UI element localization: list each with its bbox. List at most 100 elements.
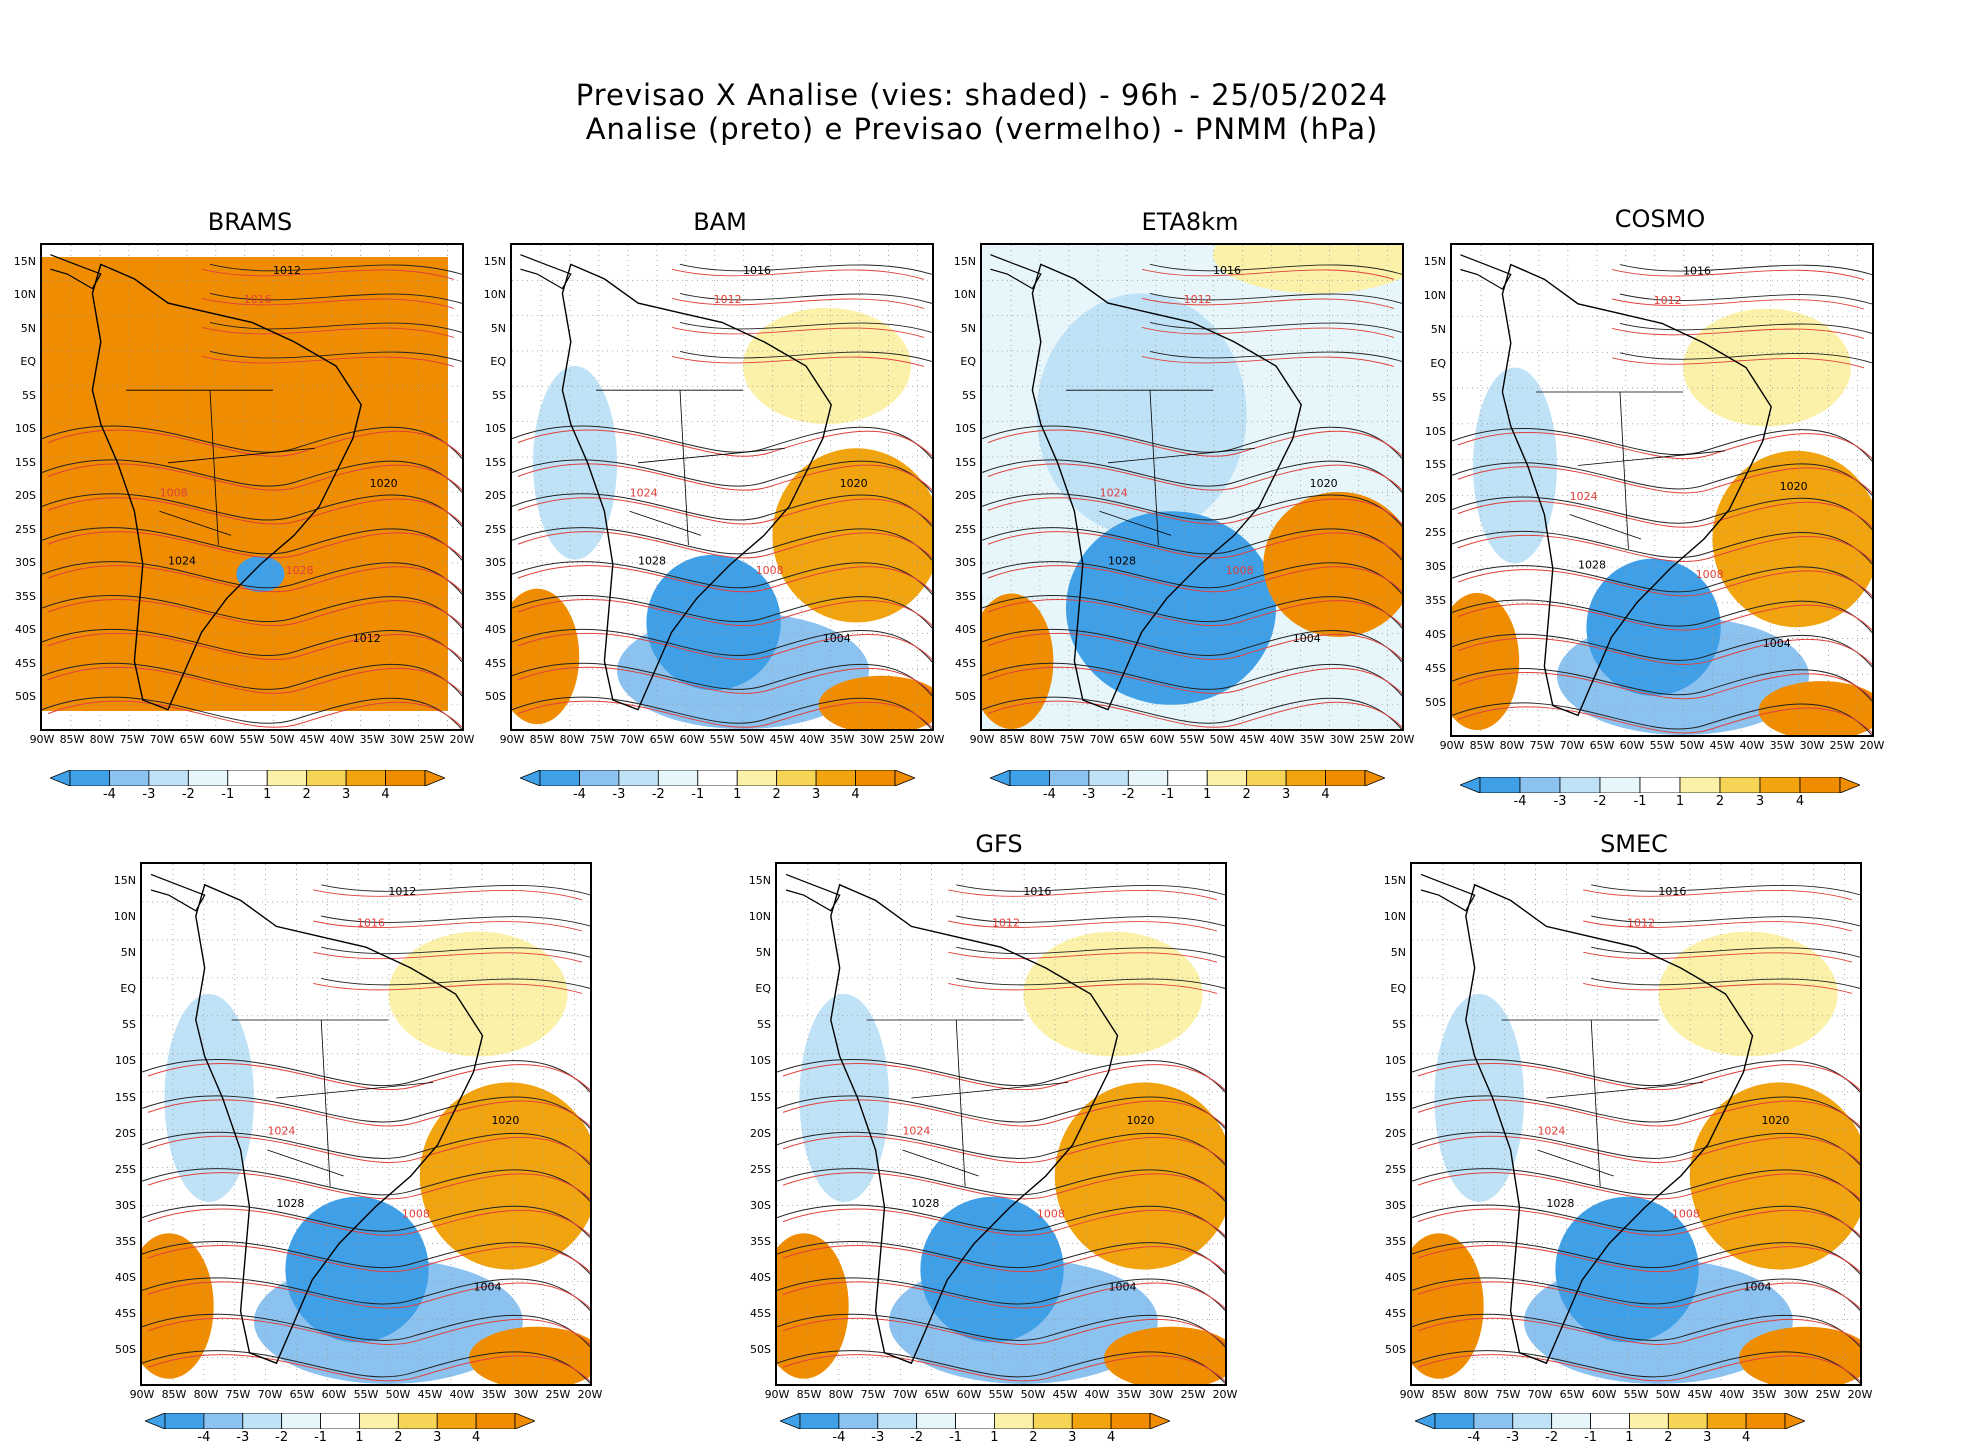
- isobar-analysis: [777, 1058, 1225, 1093]
- lat-tick-label: EQ: [755, 982, 771, 996]
- isobar-forecast: [47, 598, 462, 627]
- isobar-analysis: [42, 425, 462, 459]
- lon-tick-label: 90W: [764, 1388, 790, 1401]
- isobar-forecast: [782, 1244, 1225, 1273]
- colorbar-wrap: [518, 769, 917, 790]
- isobar-forecast: [147, 1208, 590, 1237]
- isobar-forecast: [671, 297, 925, 309]
- lon-tick-label: 25W: [1815, 1388, 1841, 1401]
- isobar-label: 1028: [276, 1197, 304, 1210]
- isobar-forecast: [1141, 268, 1395, 280]
- isobar-forecast: [987, 632, 1402, 661]
- lon-tick-label: 90W: [969, 733, 995, 746]
- colorbar-segment: [345, 769, 386, 787]
- isobar-forecast: [517, 598, 932, 627]
- lon-tick-label: 70W: [257, 1388, 283, 1401]
- lon-tick-label: 75W: [1495, 1388, 1521, 1401]
- lat-tick-label: 25S: [750, 1162, 771, 1176]
- isobar-forecast: [47, 700, 462, 729]
- colorbar-segment: [187, 769, 229, 787]
- isobar-analysis: [1149, 292, 1402, 304]
- country-border: [1590, 1019, 1601, 1187]
- lat-tick-label: 5N: [1390, 946, 1406, 960]
- lat-tick-label: 5S: [122, 1018, 136, 1032]
- central-america-coastline: [150, 873, 206, 912]
- lat-tick-label: 10N: [748, 910, 771, 924]
- isobar-forecast: [782, 1099, 1225, 1128]
- isobar-forecast: [1457, 534, 1872, 563]
- lon-tick-label: 20W: [1847, 1388, 1873, 1401]
- isobar-analysis: [1149, 263, 1402, 275]
- lon-tick-label: 75W: [225, 1388, 251, 1401]
- lon-tick-label: 45W: [1052, 1388, 1078, 1401]
- isobar-forecast: [313, 920, 583, 932]
- isobar-label: 1012: [714, 293, 742, 306]
- colorbar-segment: [618, 769, 659, 787]
- lon-tick-label: 80W: [1029, 733, 1055, 746]
- colorbar-segment: [436, 1412, 477, 1430]
- negative-bias-area: [920, 1196, 1064, 1343]
- lat-tick-label: 15S: [485, 455, 506, 469]
- isobar-forecast: [1417, 1244, 1860, 1273]
- isobar-forecast: [1417, 1135, 1860, 1164]
- lon-tick-label: 20W: [449, 733, 475, 746]
- isobar-analysis: [42, 527, 462, 561]
- colorbar-segment: [320, 1412, 360, 1430]
- colorbar-segment: [1639, 776, 1681, 794]
- isobar-analysis: [142, 1204, 590, 1238]
- isobar-forecast: [47, 497, 462, 525]
- isobar-forecast: [1457, 637, 1872, 666]
- isobar-forecast: [517, 565, 932, 593]
- lat-tick-label: 15N: [483, 255, 506, 268]
- lon-tick-label: 55W: [239, 733, 265, 746]
- isobar-forecast: [147, 1354, 590, 1383]
- colorbar-label: 2: [772, 787, 781, 802]
- isobar-forecast: [1583, 951, 1853, 963]
- isobar-analysis: [321, 884, 590, 896]
- colorbar-wrap: [1458, 776, 1862, 797]
- isobar-label: 1012: [353, 632, 381, 645]
- colorbar-label: -4: [102, 787, 116, 802]
- isobar-label: 1024: [1100, 487, 1128, 500]
- negative-bias-area: [285, 1196, 429, 1343]
- lat-tick-label: 10N: [1383, 910, 1406, 924]
- isobar-label: 1008: [756, 564, 784, 577]
- positive-bias-area: [1213, 245, 1402, 294]
- isobar-label: 1012: [1184, 293, 1212, 306]
- isobar-analysis: [142, 1168, 590, 1202]
- isobar-forecast: [1583, 889, 1853, 901]
- lat-tick-label: 10N: [113, 910, 136, 924]
- isobar-analysis: [679, 351, 932, 362]
- colorbar-label: -2: [275, 1430, 289, 1445]
- isobar-analysis: [777, 1095, 1225, 1129]
- lon-tick-label: 70W: [149, 733, 175, 746]
- isobar-forecast: [313, 982, 583, 994]
- isobar-analysis: [777, 1313, 1225, 1348]
- colorbar-segment: [69, 769, 110, 787]
- isobar-label: 1004: [1763, 637, 1791, 650]
- country-border: [1149, 390, 1159, 546]
- colorbar-label: -3: [1553, 794, 1567, 809]
- isobar-analysis: [1452, 565, 1872, 599]
- positive-bias-area: [419, 1082, 590, 1270]
- positive-bias-area: [1683, 308, 1851, 427]
- lon-tick-label: 40W: [1719, 1388, 1745, 1401]
- lat-tick-label: 30S: [115, 1198, 136, 1212]
- lon-tick-label: 20W: [1212, 1388, 1238, 1401]
- south-america-coastline: [195, 883, 484, 1365]
- isobar-forecast: [313, 951, 583, 963]
- isobar-analysis: [142, 1277, 590, 1311]
- colorbar-segment: [1679, 776, 1721, 794]
- isobar-analysis: [512, 594, 932, 629]
- lat-tick-label: 25S: [1385, 1162, 1406, 1176]
- colorbar-segment: [281, 1412, 321, 1430]
- colorbar-label: 3: [433, 1430, 442, 1445]
- lat-tick-label: 20S: [1425, 492, 1446, 506]
- isobar-forecast: [517, 531, 932, 559]
- isobar-label: 1028: [911, 1197, 939, 1210]
- isobar-forecast: [782, 1354, 1225, 1383]
- isobar-analysis: [512, 425, 932, 459]
- colorbar-label: -2: [651, 787, 665, 802]
- isobar-label: 1004: [1744, 1280, 1772, 1293]
- isobar-forecast: [987, 598, 1402, 627]
